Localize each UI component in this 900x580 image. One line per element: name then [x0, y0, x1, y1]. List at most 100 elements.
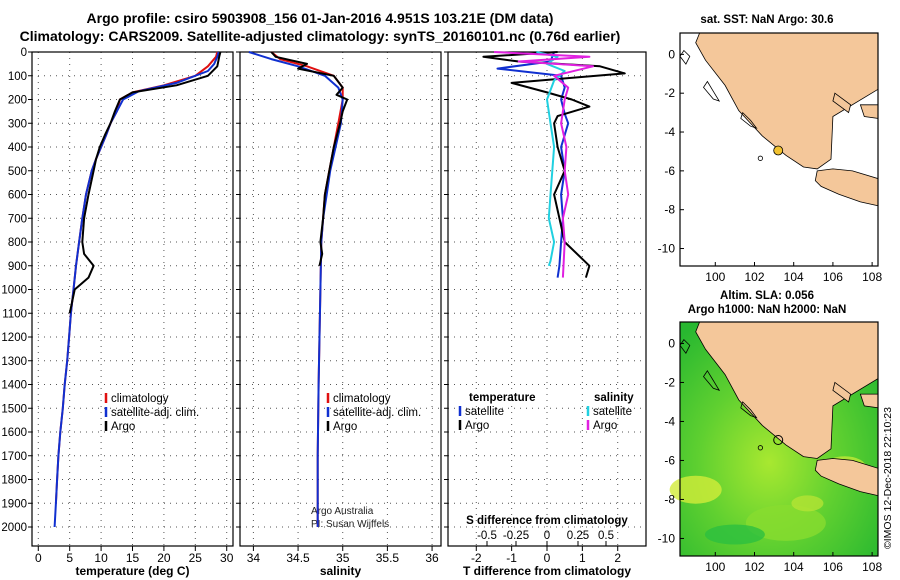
- sst-map-mentawai: [703, 80, 721, 102]
- sst-map-ytick-label: -10: [658, 242, 676, 256]
- sla-map-title-2: Argo h1000: NaN h2000: NaN: [687, 304, 847, 316]
- sla-map-title-1: Altim. SLA: 0.056: [720, 290, 814, 302]
- sst-map-xtick-label: 100: [705, 270, 725, 284]
- depth-tick-label: 1400: [1, 380, 27, 392]
- sla-map-xtick-label: 102: [744, 560, 764, 574]
- diff-legend-title-salinity: salinity: [594, 392, 634, 404]
- depth-tick-label: 1800: [1, 475, 27, 487]
- salinity-xlabel: salinity: [320, 564, 362, 578]
- sst-map-xtick-label: 106: [823, 270, 843, 284]
- temperature-legend-label: satellite-adj. clim.: [111, 407, 199, 419]
- differences-xlabel: T difference from climatology: [463, 564, 631, 578]
- sst-map-ytick-label: -2: [664, 86, 675, 100]
- depth-tick-label: 1700: [1, 451, 27, 463]
- sla-map-ytick-label: -6: [664, 453, 675, 467]
- sla-map-pagai: [740, 401, 758, 419]
- temperature-xlabel: temperature (deg C): [75, 564, 189, 578]
- differences-series-s-argo: [493, 51, 594, 278]
- salinity-legend-label: satellite-adj. clim.: [333, 407, 421, 419]
- salinity-xtick-label: 36: [425, 551, 439, 565]
- depth-tick-label: 700: [8, 213, 27, 225]
- depth-tick-label: 1900: [1, 498, 27, 510]
- sst-map-pagai: [740, 111, 758, 129]
- sst-map-java: [814, 168, 879, 207]
- credit-line-2: PI: Susan Wijffels: [311, 519, 390, 530]
- diff-secondary-tick-label: 0.25: [567, 530, 589, 542]
- sst-map-xtick-label: 102: [744, 270, 764, 284]
- depth-tick-label: 1300: [1, 356, 27, 368]
- sla-map-ytick-label: 0: [668, 336, 675, 350]
- temperature-xtick-label: 30: [220, 551, 234, 565]
- sla-map-sla-patch: [669, 475, 722, 504]
- sst-map-ytick-label: -8: [664, 203, 675, 217]
- differences-xtick-label: 0: [544, 551, 551, 565]
- sla-map-sla-patch: [704, 524, 765, 545]
- temperature-xtick-label: 5: [66, 551, 73, 565]
- sla-map-ytick-label: -4: [664, 414, 675, 428]
- depth-tick-label: 1000: [1, 285, 27, 297]
- depth-tick-label: 100: [8, 71, 27, 83]
- temperature-series-climatology: [54, 51, 219, 504]
- sst-map-xtick-label: 108: [862, 270, 882, 284]
- sla-map-xtick-label: 108: [862, 560, 882, 574]
- salinity-series-satellite-adj--clim-: [248, 51, 344, 527]
- depth-tick-label: 300: [8, 118, 27, 130]
- sla-map-mentawai: [703, 370, 721, 392]
- temperature-series-satellite-adj--clim-: [53, 51, 220, 528]
- depth-tick-label: 1100: [2, 308, 27, 320]
- differences-xtick-label: 2: [614, 551, 621, 565]
- sst-map-xtick-label: 104: [784, 270, 804, 284]
- depth-tick-label: 900: [8, 261, 27, 273]
- sla-map-sla-patch: [745, 504, 826, 541]
- depth-tick-label: 800: [8, 237, 27, 249]
- sla-map-bangka: [832, 381, 852, 403]
- differences-xtick-label: -2: [471, 551, 482, 565]
- depth-tick-label: 400: [8, 142, 27, 154]
- diff-legend-label: Argo: [593, 420, 617, 432]
- sst-map-bangka: [832, 92, 852, 114]
- sla-map-ytick-label: -10: [658, 531, 676, 545]
- diff-secondary-tick-label: 0.5: [598, 530, 614, 542]
- sst-map-sumatra: [695, 32, 879, 170]
- diff-secondary-xlabel: S difference from climatology: [466, 515, 628, 527]
- depth-tick-label: 0: [21, 47, 27, 59]
- temperature-legend-label: climatology: [111, 393, 169, 405]
- diff-legend-title-temperature: temperature: [469, 392, 535, 404]
- sst-map-ytick-label: -4: [664, 125, 675, 139]
- depth-tick-label: 500: [8, 166, 27, 178]
- temperature-series-argo: [68, 51, 222, 314]
- sla-map-ytick-label: -8: [664, 492, 675, 506]
- salinity-xtick-label: 35: [336, 551, 350, 565]
- salinity-series-argo: [270, 51, 349, 267]
- sla-map-enggano: [757, 445, 763, 451]
- differences-xtick-label: -1: [506, 551, 517, 565]
- depth-tick-label: 200: [8, 95, 27, 107]
- differences-xtick-label: 1: [579, 551, 586, 565]
- diff-secondary-tick-label: 0: [544, 530, 550, 542]
- sst-map-ytick-label: 0: [668, 47, 675, 61]
- differences-series-t-satellite: [496, 51, 570, 278]
- salinity-xtick-label: 34: [247, 551, 261, 565]
- salinity-xtick-label: 34.5: [286, 551, 310, 565]
- sla-map-xtick-label: 104: [784, 560, 804, 574]
- sla-map-profile-marker: [773, 434, 784, 445]
- temperature-legend-label: Argo: [111, 421, 135, 433]
- sla-map-xtick-label: 106: [823, 560, 843, 574]
- differences-series-s-satellite: [536, 51, 566, 267]
- diff-legend-label: satellite: [593, 406, 632, 418]
- depth-tick-label: 2000: [1, 522, 27, 534]
- plot-title: Argo profile: csiro 5903908_156 01-Jan-2…: [86, 10, 554, 26]
- depth-tick-label: 1200: [1, 332, 27, 344]
- diff-legend-label: Argo: [465, 420, 489, 432]
- salinity-xtick-label: 35.5: [376, 551, 400, 565]
- diff-secondary-tick-label: -0.25: [503, 530, 529, 542]
- sst-map-title: sat. SST: NaN Argo: 30.6: [700, 14, 834, 26]
- salinity-frame: [239, 51, 442, 547]
- sla-map-java: [814, 458, 879, 497]
- sla-map-sumatra: [695, 321, 879, 459]
- sst-map-ytick-label: -6: [664, 164, 675, 178]
- sst-map-profile-marker: [773, 145, 784, 156]
- temperature-xtick-label: 15: [126, 551, 140, 565]
- temperature-xtick-label: 0: [35, 551, 42, 565]
